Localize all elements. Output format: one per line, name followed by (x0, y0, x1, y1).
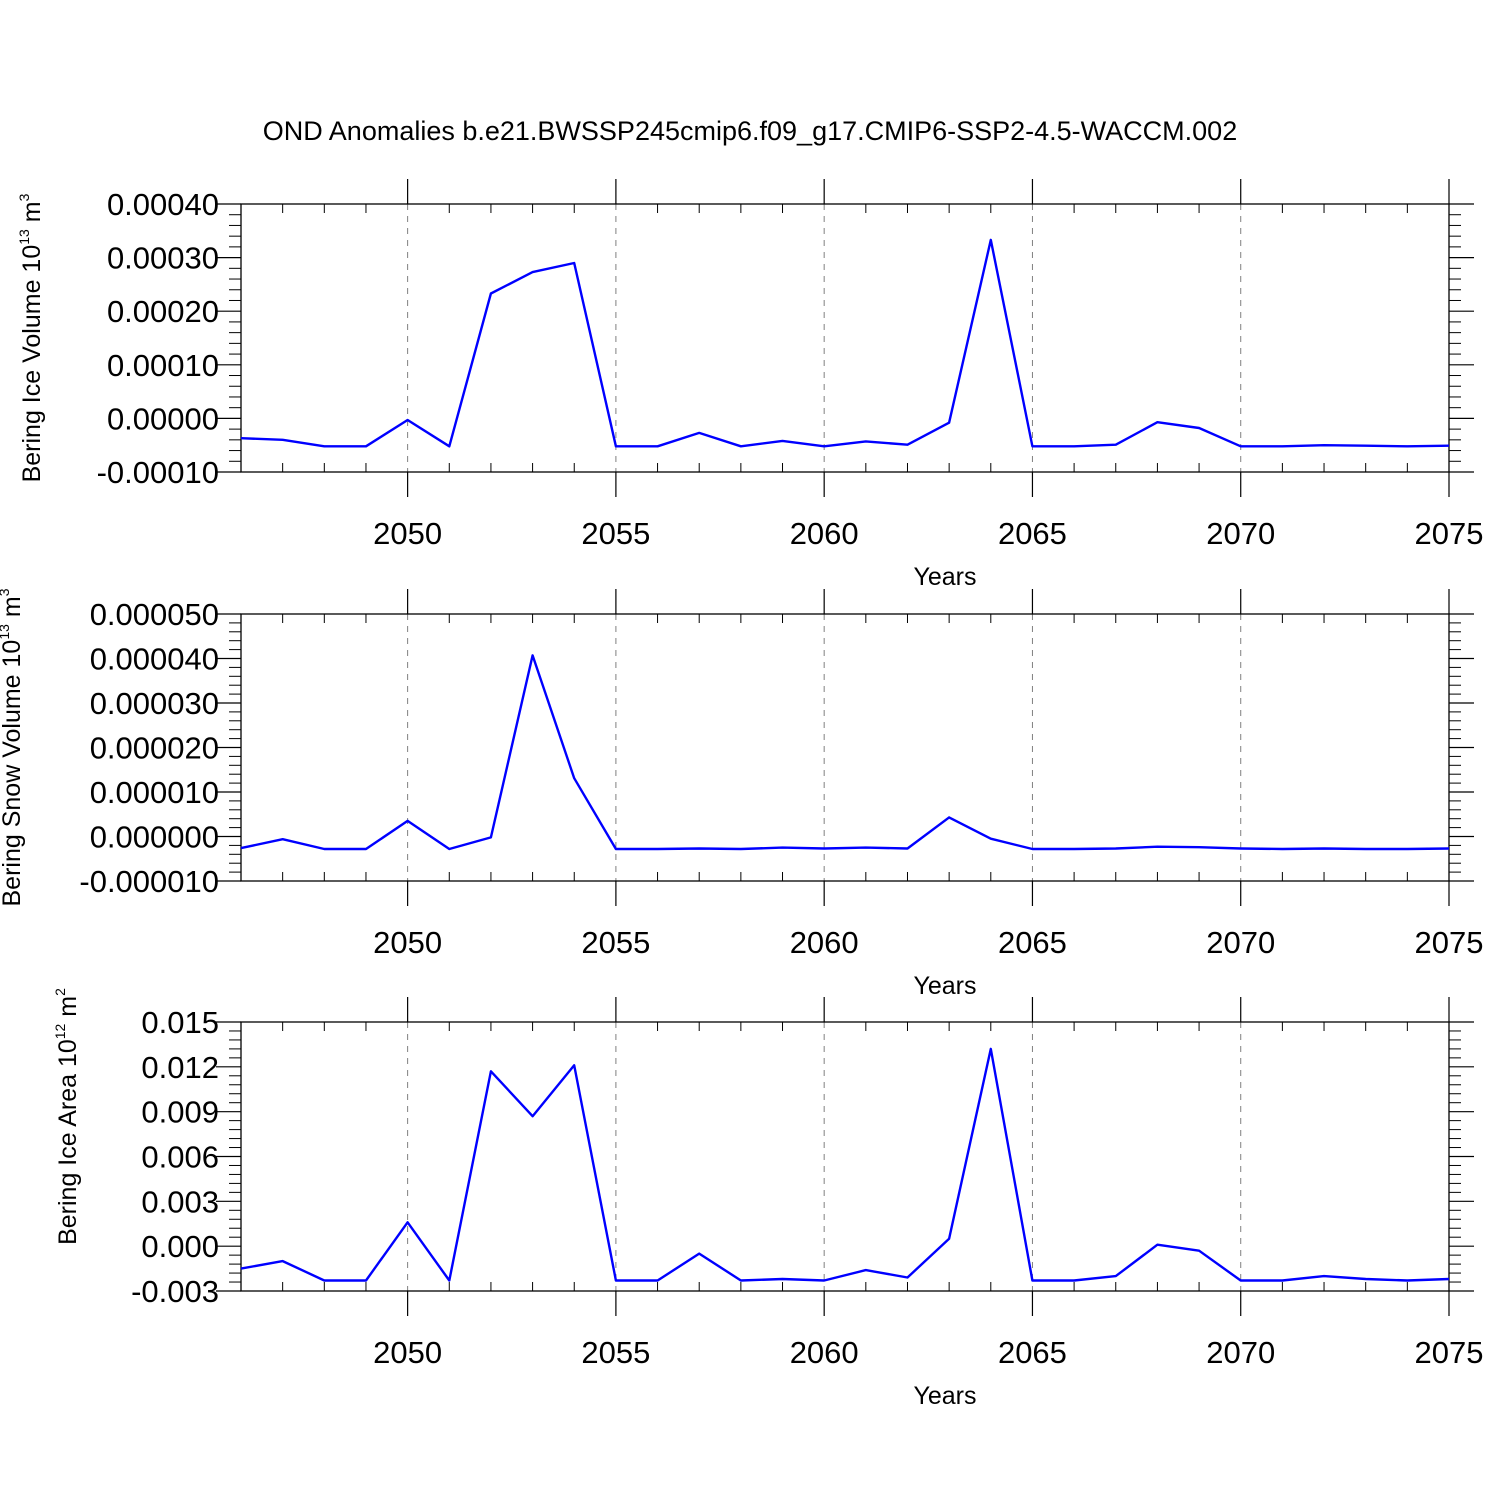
x-axis-label: Years (913, 563, 976, 591)
y-axis-label-unit: m (18, 201, 46, 229)
x-tick-label: 2060 (790, 516, 859, 551)
series-line (240, 654, 1450, 851)
x-tick-label: 2060 (790, 1335, 859, 1370)
plot-frame (240, 203, 1450, 473)
x-tick-label: 2075 (1415, 925, 1484, 960)
plot-frame (240, 1021, 1450, 1292)
y-tick-label: 0.012 (141, 1050, 219, 1085)
y-axis-label-exponent: 13 (0, 624, 12, 640)
y-tick-label: 0.00040 (107, 187, 219, 222)
y-axis-label-unit: m (54, 996, 82, 1024)
y-tick-label: 0.000050 (90, 597, 219, 632)
x-tick-label: 2065 (998, 1335, 1067, 1370)
y-tick-label: 0.000000 (90, 820, 219, 855)
series-line (240, 1047, 1450, 1282)
y-axis-label-text: Bering Snow Volume 10 (0, 640, 26, 907)
x-axis-label: Years (913, 1382, 976, 1410)
y-tick-label: 0.000010 (90, 775, 219, 810)
y-axis-label-unit-exponent: 3 (0, 588, 12, 596)
x-tick-label: 2065 (998, 925, 1067, 960)
x-tick-label: 2070 (1206, 925, 1275, 960)
y-tick-label: -0.00010 (97, 455, 219, 490)
plot-frame (240, 613, 1450, 882)
x-tick-label: 2050 (373, 516, 442, 551)
x-axis-label: Years (913, 972, 976, 1000)
y-tick-label: 0.00010 (107, 348, 219, 383)
panel-3: 2050 2055 2060 2065 2070 2075 -0.003 0.000 0.003… (52, 988, 1483, 1410)
y-tick-label: 0.009 (141, 1095, 219, 1130)
y-axis-label-unit-exponent: 2 (52, 988, 68, 996)
y-axis-label: Bering Snow Volume 1013 m3 (0, 588, 26, 906)
y-axis-label: Bering Ice Area 1012 m2 (52, 988, 82, 1245)
x-tick-label: 2070 (1206, 516, 1275, 551)
y-tick-label: 0.006 (141, 1140, 219, 1175)
y-axis-label-unit-exponent: 3 (16, 193, 32, 201)
y-tick-label: 0.00030 (107, 241, 219, 276)
x-tick-label: 2055 (581, 516, 650, 551)
y-tick-label: 0.000040 (90, 642, 219, 677)
y-axis-label-exponent: 12 (52, 1023, 68, 1039)
x-tick-label: 2070 (1206, 1335, 1275, 1370)
y-tick-label: 0.000 (141, 1229, 219, 1264)
y-tick-label: -0.000010 (79, 864, 219, 899)
series-line (240, 238, 1450, 448)
y-tick-label: 0.015 (141, 1005, 219, 1040)
chart-title: OND Anomalies b.e21.BWSSP245cmip6.f09_g1… (263, 116, 1237, 146)
y-tick-label: 0.00020 (107, 294, 219, 329)
y-axis-label-text: Bering Ice Area 10 (54, 1039, 82, 1245)
x-tick-label: 2075 (1415, 1335, 1484, 1370)
y-axis-label-text: Bering Ice Volume 10 (18, 245, 46, 483)
x-tick-label: 2050 (373, 1335, 442, 1370)
x-tick-label: 2055 (581, 925, 650, 960)
x-tick-label: 2065 (998, 516, 1067, 551)
x-tick-label: 2075 (1415, 516, 1484, 551)
y-tick-label: 0.00000 (107, 401, 219, 436)
y-axis-label-unit: m (0, 596, 26, 624)
panel-2: 2050 2055 2060 2065 2070 2075 -0.000010 0.00000… (0, 588, 1483, 1000)
y-axis-label: Bering Ice Volume 1013 m3 (16, 193, 46, 482)
y-tick-label: 0.000020 (90, 731, 219, 766)
y-tick-label: 0.003 (141, 1184, 219, 1219)
y-tick-label: -0.003 (131, 1274, 219, 1309)
y-tick-label: 0.000030 (90, 686, 219, 721)
x-tick-label: 2060 (790, 925, 859, 960)
x-tick-label: 2050 (373, 925, 442, 960)
panel-1: 2050 2055 2060 2065 2070 2075 -0.00010 0.00000 0… (16, 179, 1483, 591)
y-axis-label-exponent: 13 (16, 229, 32, 245)
x-tick-label: 2055 (581, 1335, 650, 1370)
